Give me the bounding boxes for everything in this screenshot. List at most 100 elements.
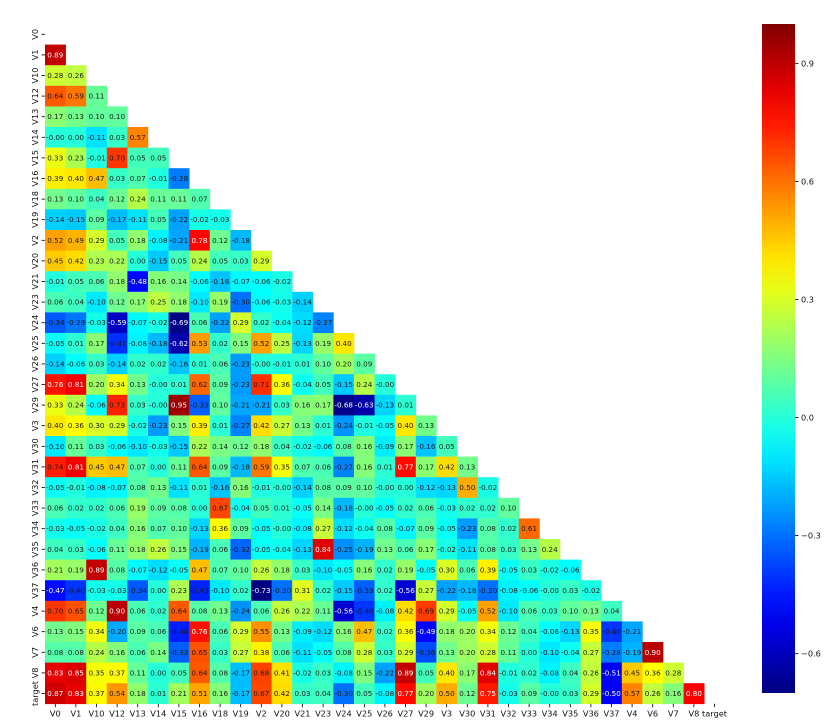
heatmap-cell [312,539,334,560]
cell-value-label: -0.02 [190,215,209,224]
cell-value-label: 0.18 [274,565,290,574]
cell-value-label: 0.51 [191,689,207,698]
x-tick-label: V8 [688,708,699,718]
cell-value-label: 0.03 [562,586,578,595]
cell-value-label: -0.07 [108,483,127,492]
cell-value-label: -0.11 [128,215,147,224]
heatmap-cell [333,477,355,499]
heatmap-cell [457,497,478,519]
cell-value-label: 0.03 [212,648,228,657]
heatmap-cell [168,271,190,293]
cell-value-label: 0.00 [191,504,207,513]
heatmap-cell [498,539,520,560]
cell-value-label: 0.08 [171,504,187,513]
heatmap-cell [168,188,190,210]
cell-value-label: -0.01 [273,359,292,368]
cell-value-label: -0.30 [231,298,250,307]
cell-value-label: -0.05 [334,565,353,574]
cell-value-label: 0.42 [397,607,413,616]
heatmap-cell [148,518,169,540]
cell-value-label: 0.35 [583,627,599,636]
cell-value-label: -0.36 [417,648,436,657]
heatmap-cell [189,497,211,519]
cell-value-label: 0.04 [88,195,104,204]
cell-value-label: 0.16 [294,401,310,410]
y-tick-label: V0 [30,29,40,40]
cell-value-label: 0.76 [191,627,207,636]
cell-value-label: 0.26 [253,565,269,574]
heatmap-cell [457,539,478,560]
heatmap-cell [189,374,211,396]
cell-value-label: 0.04 [109,524,125,533]
y-tick-label: V34 [30,521,40,537]
cell-value-label: 0.06 [418,504,434,513]
heatmap-cell [251,456,272,478]
heatmap-cell [312,497,334,519]
heatmap-cell [86,642,108,663]
cell-value-label: -0.15 [334,586,353,595]
heatmap-cell [106,291,128,313]
cell-value-label: -0.13 [190,524,209,533]
cell-value-label: -0.04 [293,380,312,389]
heatmap-cell [230,230,252,251]
heatmap-cell [415,456,437,478]
x-tick-label: target [702,708,728,718]
heatmap-cell [168,291,190,313]
heatmap-cell [354,559,375,581]
heatmap-cell [45,600,66,622]
cell-value-label: 0.12 [500,627,516,636]
heatmap-cell [127,518,149,540]
cell-value-label: -0.69 [170,318,189,327]
cell-value-label: 0.03 [88,359,104,368]
cell-value-label: 0.06 [253,607,269,616]
heatmap-cell [415,642,437,663]
cell-value-label: 0.13 [459,462,475,471]
heatmap-cell [168,642,190,663]
heatmap-cell [168,683,190,705]
heatmap-cell [539,642,561,663]
heatmap-cell [168,621,190,643]
heatmap-cell [86,85,108,107]
heatmap-cell [86,230,108,251]
cell-value-label: 0.03 [68,545,84,554]
heatmap-cell [106,209,128,231]
heatmap-cell [168,353,190,375]
heatmap-cell [498,580,520,602]
heatmap-cell [292,559,314,581]
heatmap-cell [65,312,87,334]
heatmap-cell [621,642,643,663]
heatmap-cell [539,600,561,622]
heatmap-cell [86,394,108,416]
heatmap-cell [539,621,561,643]
cell-value-label: 0.05 [150,153,166,162]
cell-value-label: -0.06 [190,277,209,286]
heatmap-cell [86,168,108,190]
cell-value-label: 0.09 [521,689,537,698]
heatmap-cell [127,188,149,210]
heatmap-cell [333,456,355,478]
heatmap-cell [292,312,314,334]
cell-value-label: -0.25 [334,545,353,554]
heatmap-cell [271,353,293,375]
heatmap-cell [65,374,87,396]
cell-value-label: 0.45 [624,668,640,677]
cell-value-label: 0.18 [253,442,269,451]
cell-value-label: 0.52 [480,607,496,616]
cell-value-label: 0.12 [459,689,475,698]
heatmap-cell [168,518,190,540]
heatmap-cell [230,559,252,581]
heatmap-cell [333,621,355,643]
cell-value-label: 0.00 [68,133,84,142]
x-tick-label: V35 [562,708,578,718]
heatmap-cell [354,642,375,663]
heatmap-cell [457,518,478,540]
heatmap-cell [251,518,272,540]
heatmap-cell [354,415,375,437]
cell-value-label: 0.13 [294,421,310,430]
cell-value-label: 0.13 [47,627,63,636]
heatmap-cell [436,497,458,519]
cell-value-label: -0.06 [314,442,333,451]
cell-value-label: 0.02 [212,339,228,348]
heatmap-cell [518,559,540,581]
heatmap-cell [209,291,231,313]
